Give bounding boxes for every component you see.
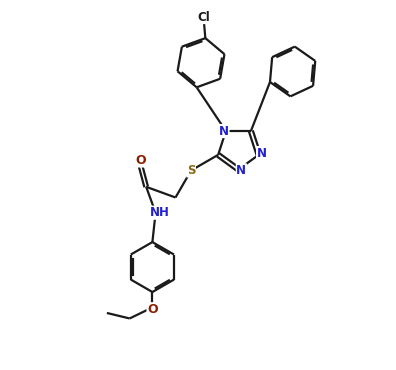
Text: O: O — [147, 303, 158, 316]
Text: N: N — [219, 125, 229, 138]
Text: Cl: Cl — [198, 10, 210, 24]
Text: NH: NH — [150, 206, 170, 219]
Text: N: N — [236, 164, 246, 177]
Text: N: N — [257, 147, 267, 159]
Text: O: O — [135, 154, 146, 167]
Text: S: S — [187, 164, 195, 177]
